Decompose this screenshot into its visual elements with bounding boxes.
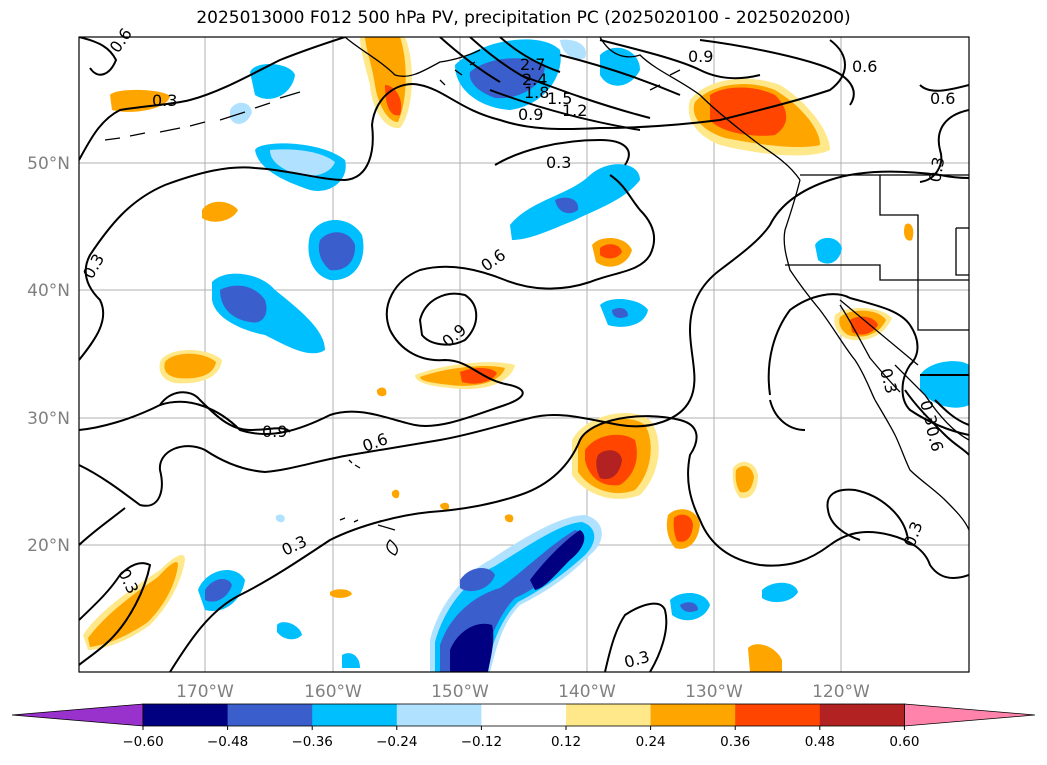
colorbar-segment <box>143 704 229 726</box>
lat-label: 30°N <box>27 409 70 429</box>
contour-label: 0.6 <box>852 57 877 76</box>
contour-label: 0.9 <box>262 422 287 441</box>
contour-label: 0.3 <box>546 153 571 172</box>
colorbar-segment <box>650 704 736 726</box>
lon-label: 130°W <box>685 682 743 702</box>
contour-label: 1.5 <box>547 89 572 108</box>
colorbar-label: −0.36 <box>292 734 333 750</box>
contour-label: 0.9 <box>688 47 713 66</box>
figure-title: 2025013000 F012 500 hPa PV, precipitatio… <box>196 8 851 28</box>
lat-label: 20°N <box>27 536 70 556</box>
contour-label: 0.6 <box>930 89 955 108</box>
colorbar-extend-min <box>11 703 144 727</box>
lat-label: 40°N <box>27 281 70 301</box>
colorbar-label: −0.12 <box>461 734 502 750</box>
colorbar-label: −0.24 <box>376 734 417 750</box>
contour-label: 1.8 <box>524 83 549 102</box>
lon-label: 160°W <box>304 682 362 702</box>
colorbar-segment <box>396 704 482 726</box>
colorbar-extend-max <box>904 703 1036 727</box>
colorbar: −0.60 −0.48 −0.36 −0.24 −0.12 0.12 0.24 0.36 0.4… <box>11 703 1036 750</box>
lon-label: 140°W <box>558 682 616 702</box>
colorbar-segment <box>566 704 652 726</box>
colorbar-segment <box>481 704 567 726</box>
contour-label: 2.4 <box>522 70 547 89</box>
colorbar-label: −0.48 <box>207 734 248 750</box>
lon-label: 170°W <box>176 682 234 702</box>
contour-label: 0.3 <box>152 91 177 110</box>
lon-label: 120°W <box>812 682 870 702</box>
contour-label: 0.3 <box>925 155 948 183</box>
colorbar-label: 0.48 <box>805 734 835 750</box>
map-border <box>78 36 970 673</box>
colorbar-segment <box>819 704 905 726</box>
lon-label: 150°W <box>431 682 489 702</box>
lat-label: 50°N <box>27 154 70 174</box>
coastlines <box>104 37 969 556</box>
pv-contours <box>79 37 969 672</box>
colorbar-segment <box>312 704 398 726</box>
contour-label: 1.2 <box>562 101 587 120</box>
colorbar-label: −0.60 <box>122 734 163 750</box>
colorbar-label: 0.24 <box>636 734 666 750</box>
contour-label: 2.7 <box>520 55 545 74</box>
colorbar-frame <box>142 703 905 727</box>
contour-label: 0.9 <box>518 105 543 124</box>
lon-tick-labels: 170°W 160°W 150°W 140°W 130°W 120°W <box>176 682 870 702</box>
colorbar-label: 0.12 <box>551 734 581 750</box>
colorbar-segment <box>227 704 313 726</box>
lat-tick-labels: 50°N 40°N 30°N 20°N <box>27 154 70 556</box>
colorbar-label: 0.36 <box>720 734 750 750</box>
colorbar-label: 0.60 <box>889 734 919 750</box>
colorbar-segment <box>735 704 821 726</box>
